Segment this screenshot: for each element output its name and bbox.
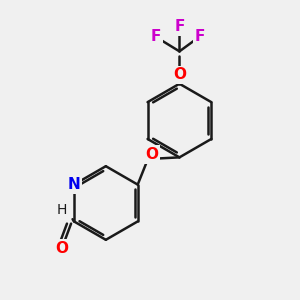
Text: F: F [195, 29, 205, 44]
Text: O: O [145, 147, 158, 162]
Text: N: N [68, 177, 80, 192]
Text: F: F [174, 19, 184, 34]
Text: O: O [55, 241, 68, 256]
Text: O: O [173, 68, 186, 82]
Text: F: F [151, 29, 161, 44]
Text: H: H [56, 203, 67, 218]
